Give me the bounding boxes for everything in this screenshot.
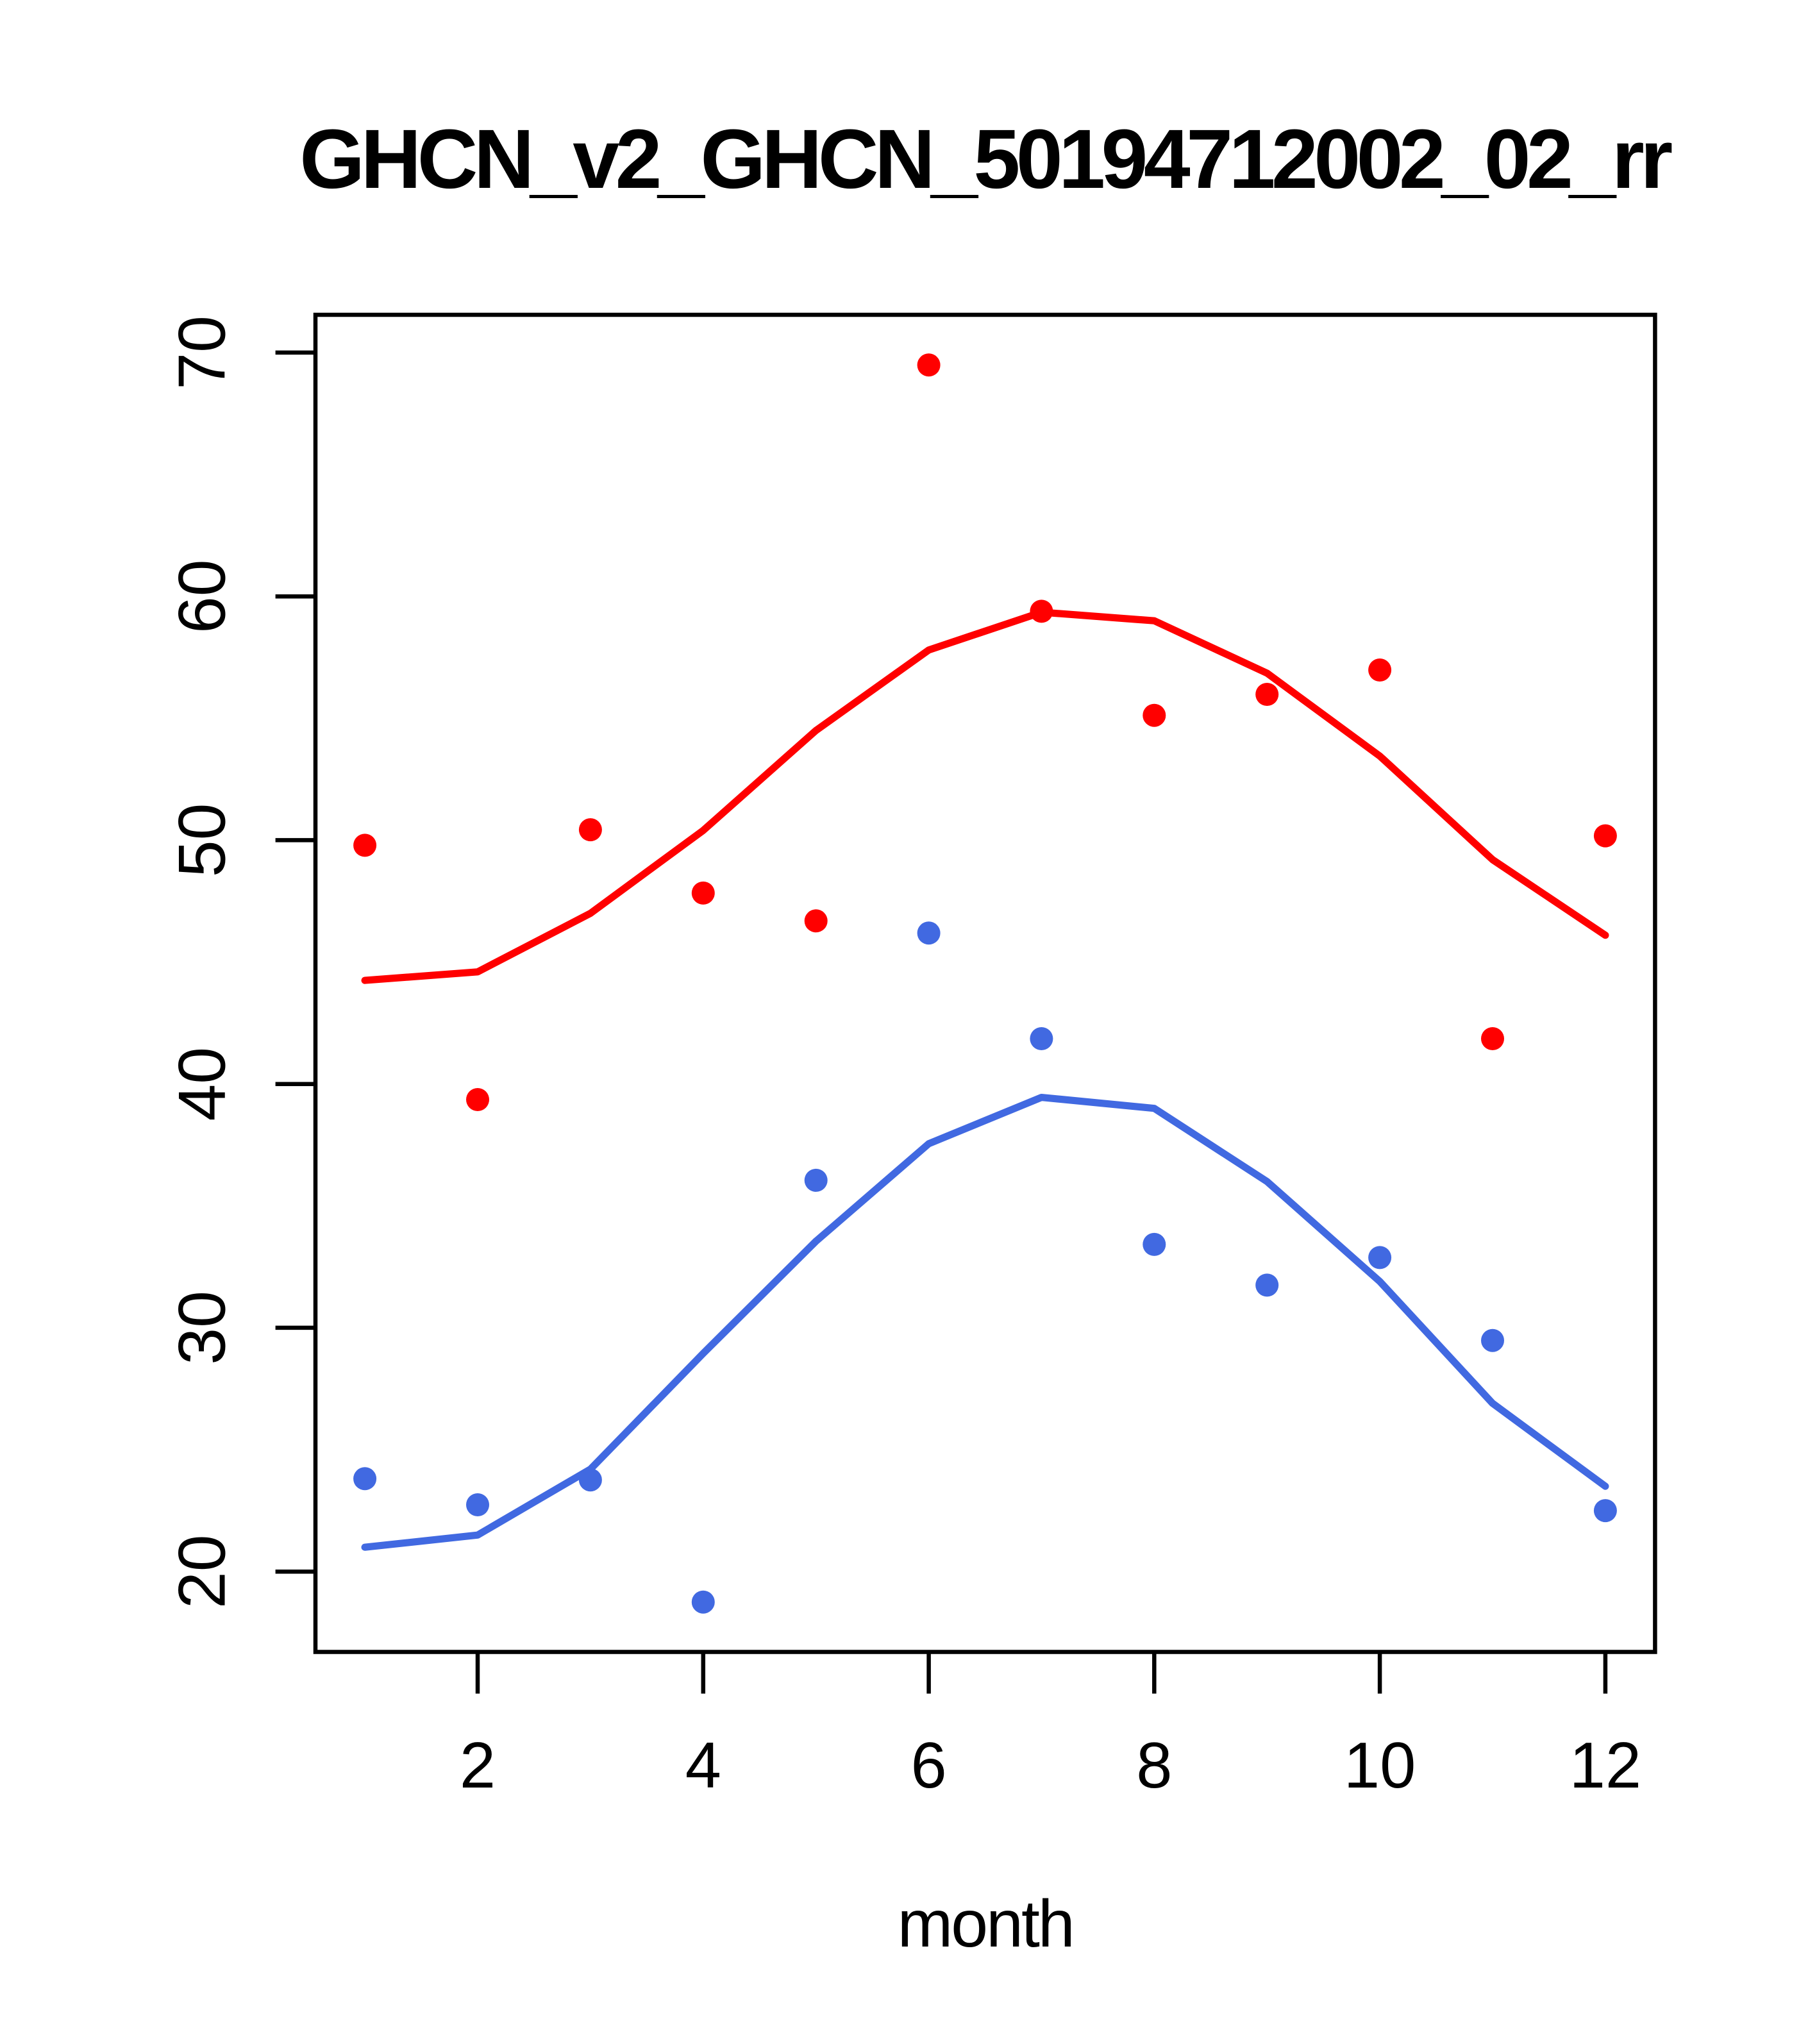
svg-text:2: 2 xyxy=(460,1730,496,1802)
svg-text:70: 70 xyxy=(165,315,239,390)
svg-text:month: month xyxy=(898,1887,1073,1961)
svg-text:4: 4 xyxy=(685,1730,721,1802)
svg-text:30: 30 xyxy=(165,1291,239,1365)
svg-text:12: 12 xyxy=(1570,1730,1641,1802)
svg-text:20: 20 xyxy=(165,1534,239,1609)
svg-text:50: 50 xyxy=(165,803,239,878)
svg-text:6: 6 xyxy=(911,1730,947,1802)
svg-text:10: 10 xyxy=(1344,1730,1416,1802)
svg-text:40: 40 xyxy=(165,1047,239,1121)
svg-text:8: 8 xyxy=(1136,1730,1172,1802)
svg-text:60: 60 xyxy=(165,559,239,633)
svg-text:GHCN_v2_GHCN_50194712002_02_rr: GHCN_v2_GHCN_50194712002_02_rr xyxy=(299,112,1671,206)
